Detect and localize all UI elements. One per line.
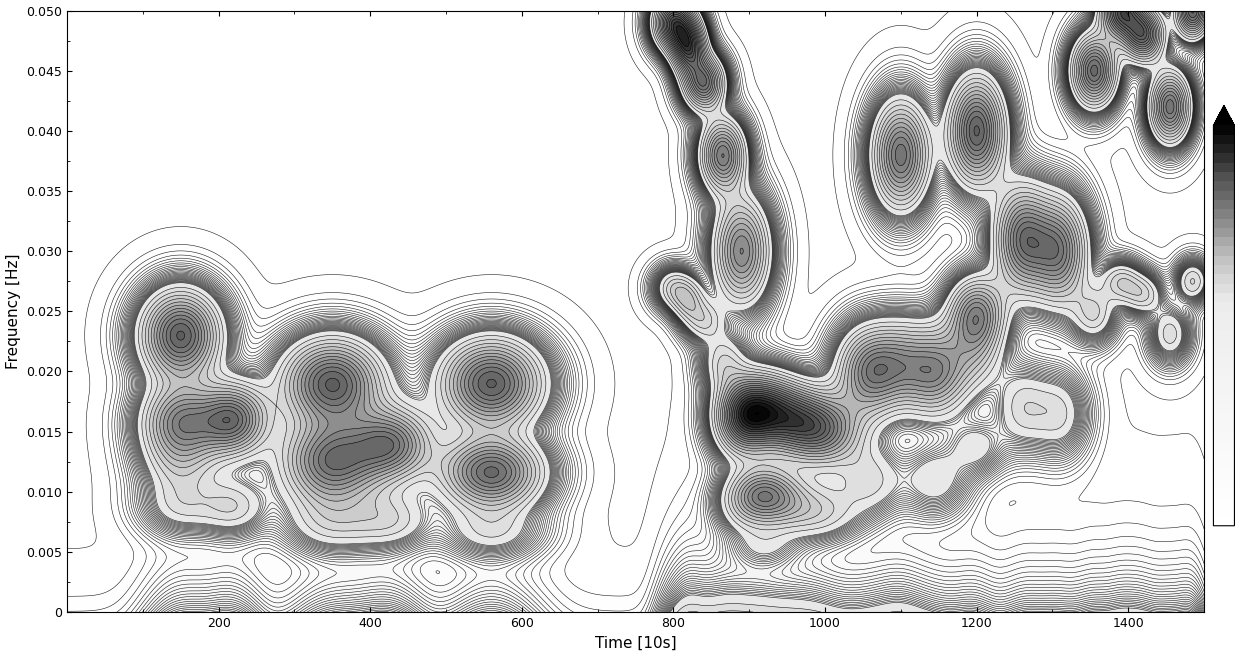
PathPatch shape [1214, 106, 1235, 125]
X-axis label: Time [10s]: Time [10s] [595, 636, 676, 651]
Y-axis label: Frequency [Hz]: Frequency [Hz] [5, 253, 21, 369]
